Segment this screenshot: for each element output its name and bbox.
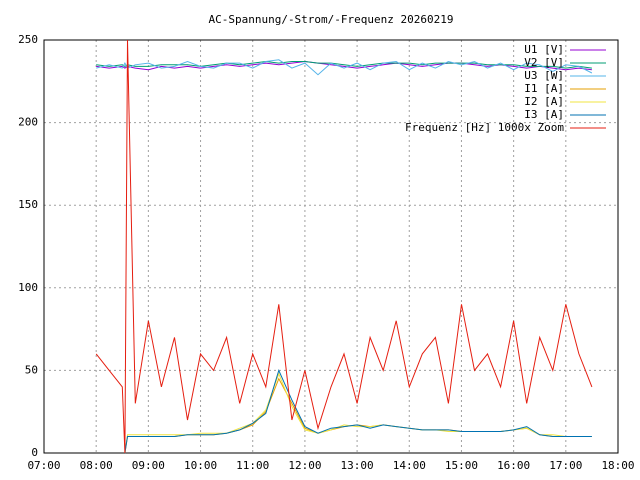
x-tick-label: 12:00 [288, 459, 321, 472]
series-line [95, 39, 593, 454]
y-tick-label: 100 [18, 281, 38, 294]
x-tick-label: 11:00 [236, 459, 269, 472]
x-tick-label: 14:00 [393, 459, 426, 472]
legend-label: V2 [V] [524, 56, 564, 69]
x-tick-label: 09:00 [132, 459, 165, 472]
x-tick-label: 15:00 [445, 459, 478, 472]
series-line [124, 377, 592, 454]
series-line [124, 368, 592, 454]
y-tick-label: 50 [25, 363, 38, 376]
legend-label: U3 [W] [524, 69, 564, 82]
legend-label: I1 [A] [524, 82, 564, 95]
y-tick-label: 200 [18, 116, 38, 129]
x-tick-label: 10:00 [184, 459, 217, 472]
x-tick-label: 16:00 [497, 459, 530, 472]
y-tick-label: 0 [31, 446, 38, 459]
series-line [96, 59, 593, 76]
series-line [124, 372, 592, 454]
y-tick-label: 150 [18, 198, 38, 211]
x-tick-label: 07:00 [27, 459, 60, 472]
x-tick-label: 08:00 [80, 459, 113, 472]
legend-label: I2 [A] [524, 95, 564, 108]
y-tick-label: 250 [18, 33, 38, 46]
plot-border [43, 39, 619, 454]
legend-label: I3 [A] [524, 108, 564, 121]
x-tick-label: 13:00 [341, 459, 374, 472]
chart-title: AC-Spannung/-Strom/-Frequenz 20260219 [208, 13, 453, 26]
legend-label: Frequenz [Hz] 1000x Zoom [405, 121, 564, 134]
legend-label: U1 [V] [524, 43, 564, 56]
x-tick-label: 18:00 [601, 459, 634, 472]
x-tick-label: 17:00 [549, 459, 582, 472]
